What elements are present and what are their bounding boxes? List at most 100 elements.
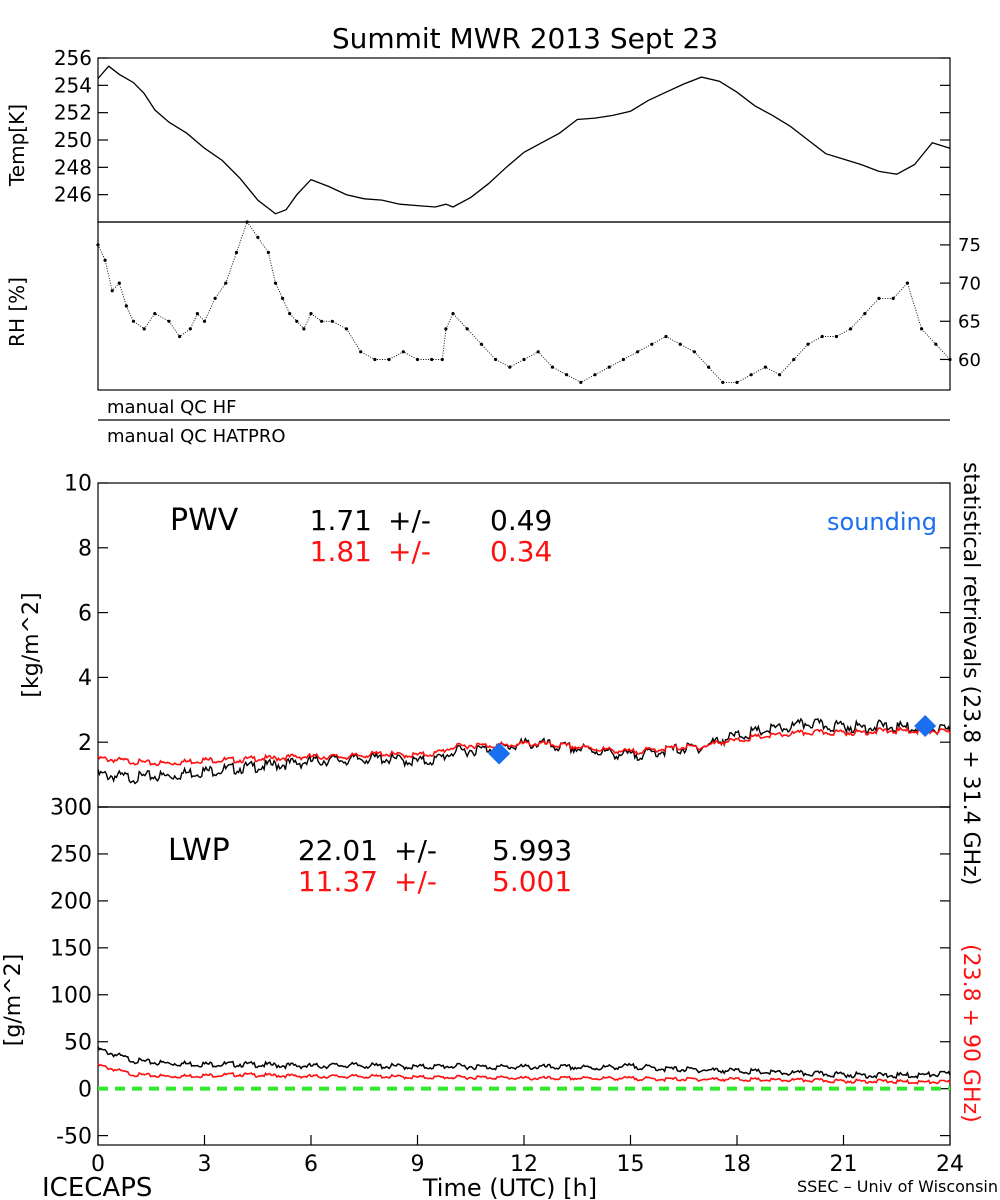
temp-y-ticks: 246 248 250 252 254 256 <box>54 46 950 207</box>
sounding-legend: sounding <box>827 508 937 536</box>
lwp-stat-value: 22.01 <box>298 834 378 867</box>
y-tick-label: 65 <box>958 312 981 333</box>
rh-point <box>245 220 249 224</box>
y-tick-label: 248 <box>54 155 92 179</box>
pwv-stat-error-red: 0.34 <box>490 535 552 568</box>
y-tick-label: 0 <box>78 796 92 821</box>
lwp-stat-error-red: 5.001 <box>492 865 572 898</box>
sounding-marker <box>914 715 937 737</box>
pwv-stat-value-red: 1.81 <box>310 535 372 568</box>
sounding-marker <box>488 742 511 765</box>
rh-point <box>256 235 260 239</box>
y-tick-label: 2 <box>78 731 92 756</box>
rh-point <box>806 342 810 346</box>
lwp-stat-pm: +/- <box>394 834 437 867</box>
temp-panel: 246 248 250 252 254 256 Temp[K] <box>5 46 951 223</box>
rh-point <box>188 327 192 331</box>
lwp-panel-label: LWP <box>168 833 230 868</box>
rh-point <box>834 334 839 339</box>
y-tick-label: 200 <box>50 890 92 915</box>
footer-right: SSEC – Univ of Wisconsin <box>797 1177 998 1196</box>
x-tick-label: 24 <box>936 1152 964 1177</box>
rh-point <box>153 312 157 316</box>
rh-point <box>920 327 924 331</box>
rh-point <box>678 342 682 346</box>
y-tick-label: 252 <box>54 101 92 125</box>
pwv-stat-pm: +/- <box>388 504 431 537</box>
rh-point <box>266 250 270 255</box>
y-tick-label: 254 <box>54 73 92 97</box>
lwp-stat-pm-red: +/- <box>394 865 437 898</box>
y-tick-label: 0 <box>78 1077 92 1102</box>
lwp-stat-error: 5.993 <box>492 834 572 867</box>
rh-point <box>167 319 171 323</box>
x-axis-label: Time (UTC) [h] <box>422 1174 597 1200</box>
y-tick-label: 75 <box>958 235 981 256</box>
pwv-series-red <box>97 726 951 767</box>
rh-point <box>735 380 739 384</box>
chart-title: Summit MWR 2013 Sept 23 <box>332 22 718 55</box>
qc-label-hatpro: manual QC HATPRO <box>107 426 286 447</box>
rh-point <box>117 281 121 285</box>
y-tick-label: 4 <box>78 666 92 691</box>
pwv-stat-error: 0.49 <box>490 504 552 537</box>
rh-point <box>948 357 952 362</box>
lwp-series-red <box>97 1063 951 1085</box>
rh-series-line <box>97 221 951 383</box>
rh-point <box>344 327 349 331</box>
footer-left: ICECAPS <box>42 1173 152 1200</box>
y-tick-label: 100 <box>50 983 92 1008</box>
pwv-stats-red: 1.81 +/- 0.34 <box>310 535 553 568</box>
y-tick-label: 256 <box>54 46 92 70</box>
rh-series-points <box>96 220 952 384</box>
rh-point <box>309 312 313 316</box>
pwv-stat-pm-red: +/- <box>388 535 431 568</box>
lwp-stats-red: 11.37 +/- 5.001 <box>298 865 572 898</box>
y-tick-label: 8 <box>78 537 92 562</box>
rh-point <box>820 334 824 339</box>
right-label-statistical: statistical retrievals (23.8 + 31.4 GHz) <box>958 462 983 885</box>
rh-panel: 60 65 70 75 RH [%] <box>5 220 981 391</box>
rh-point <box>430 357 434 362</box>
y-tick-label: 70 <box>958 273 981 294</box>
rh-point <box>579 380 583 384</box>
rh-y-ticks: 60 65 70 75 <box>940 235 981 371</box>
y-tick-label: 250 <box>50 843 92 868</box>
y-tick-label: 300 <box>50 796 92 821</box>
pwv-panel: 0 2 4 6 8 10 [kg/m^2] PWV 1.71 +/- 0.49 1.81 … <box>19 472 951 821</box>
rh-point <box>593 373 597 377</box>
rh-point <box>330 319 334 323</box>
lwp-y-ticks: -50 0 50 100 150 200 250 300 <box>50 796 950 1149</box>
rh-point <box>440 357 444 362</box>
rh-point <box>387 357 391 362</box>
temp-y-label: Temp[K] <box>5 104 29 187</box>
x-tick-label: 21 <box>830 1152 858 1177</box>
rh-point <box>273 281 278 285</box>
lwp-series-black <box>97 1046 951 1080</box>
x-tick-label: 12 <box>510 1152 538 1177</box>
pwv-series <box>97 717 951 785</box>
lwp-stats-black: 22.01 +/- 5.993 <box>298 834 572 867</box>
x-tick-label: 3 <box>198 1152 212 1177</box>
y-tick-label: 250 <box>54 128 92 152</box>
y-tick-label: -50 <box>56 1124 92 1149</box>
lwp-y-label: [g/m^2] <box>1 954 26 1046</box>
y-tick-label: 60 <box>958 350 981 371</box>
temp-plot-frame <box>97 57 951 223</box>
y-tick-label: 246 <box>54 183 92 207</box>
x-tick-label: 15 <box>617 1152 645 1177</box>
rh-point <box>522 357 526 362</box>
pwv-series-black <box>97 717 951 785</box>
lwp-panel: -50 0 50 100 150 200 250 300 0 3 6 9 12 15 18 21 24 [g/… <box>1 796 964 1177</box>
rh-point <box>550 365 555 369</box>
y-tick-label: 10 <box>64 472 92 497</box>
rh-point <box>202 319 207 323</box>
rh-point <box>621 357 626 362</box>
lwp-stat-value-red: 11.37 <box>298 865 378 898</box>
rh-point <box>650 342 654 346</box>
y-tick-label: 50 <box>64 1030 92 1055</box>
lwp-series <box>97 1046 951 1085</box>
pwv-y-label: [kg/m^2] <box>19 592 44 697</box>
pwv-stat-value: 1.71 <box>310 504 372 537</box>
y-tick-label: 6 <box>78 601 92 626</box>
